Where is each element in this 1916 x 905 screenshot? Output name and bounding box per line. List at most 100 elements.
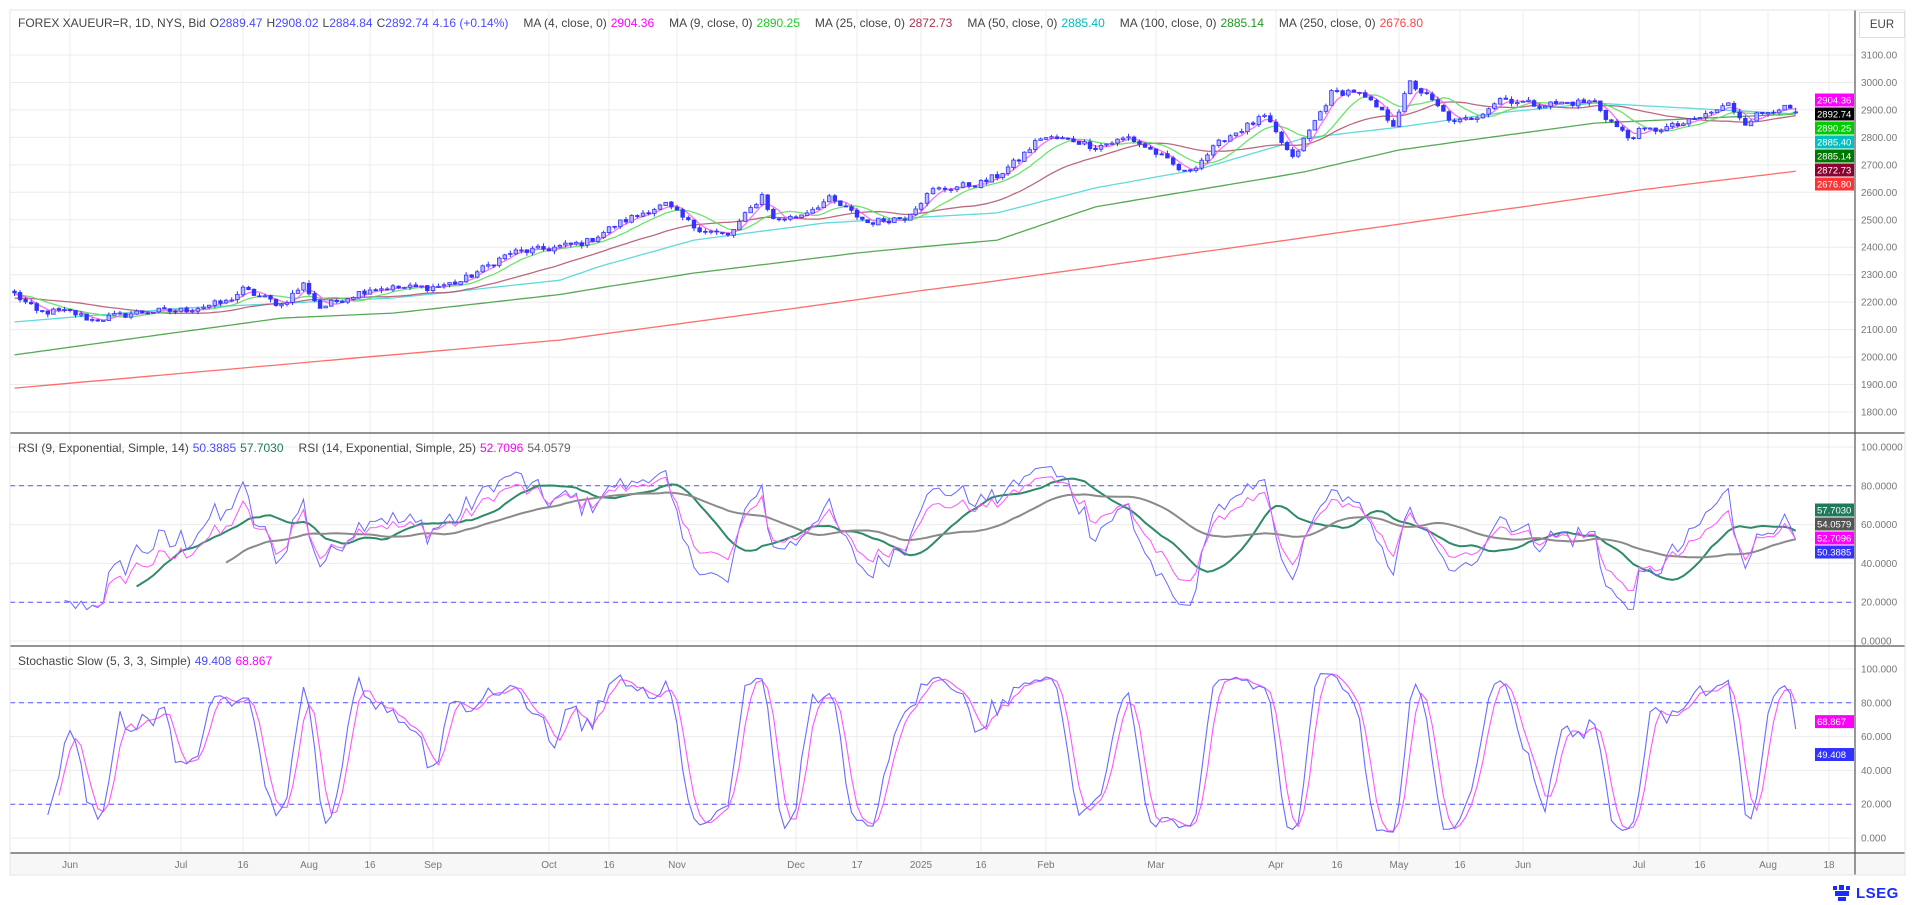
candle[interactable] xyxy=(1697,116,1703,119)
candle[interactable] xyxy=(1603,109,1609,123)
candle[interactable] xyxy=(972,185,978,188)
candle[interactable] xyxy=(1598,100,1603,113)
candle[interactable] xyxy=(1131,135,1137,143)
candle[interactable] xyxy=(1748,119,1754,127)
candle[interactable] xyxy=(1520,100,1526,103)
candle[interactable] xyxy=(240,285,246,298)
candle[interactable] xyxy=(1703,110,1708,120)
candle[interactable] xyxy=(1233,132,1239,138)
candle[interactable] xyxy=(1126,133,1131,141)
candle[interactable] xyxy=(1537,103,1542,110)
candle[interactable] xyxy=(1457,117,1463,124)
candle[interactable] xyxy=(574,240,579,246)
candle[interactable] xyxy=(1137,139,1142,148)
candle[interactable] xyxy=(1065,137,1071,141)
candle[interactable] xyxy=(173,309,178,315)
candle[interactable] xyxy=(1620,125,1625,133)
candle[interactable] xyxy=(1216,138,1222,148)
candle[interactable] xyxy=(552,244,557,255)
candle[interactable] xyxy=(1731,100,1737,115)
candle[interactable] xyxy=(1614,119,1620,128)
candle[interactable] xyxy=(870,222,876,227)
candle[interactable] xyxy=(1720,103,1725,111)
candle[interactable] xyxy=(78,310,84,318)
candle[interactable] xyxy=(212,299,218,309)
candle[interactable] xyxy=(1043,137,1049,140)
candle[interactable] xyxy=(1435,96,1441,108)
candle[interactable] xyxy=(804,209,810,216)
candle[interactable] xyxy=(1469,116,1474,121)
candle[interactable] xyxy=(167,308,173,315)
candle[interactable] xyxy=(1038,137,1043,141)
candle[interactable] xyxy=(1497,97,1503,105)
candle[interactable] xyxy=(1653,127,1658,135)
candle[interactable] xyxy=(1446,110,1452,123)
candle[interactable] xyxy=(1726,102,1731,107)
candle[interactable] xyxy=(810,207,815,214)
candle[interactable] xyxy=(1631,136,1636,140)
candle[interactable] xyxy=(1334,87,1340,93)
candle[interactable] xyxy=(697,225,702,234)
candle[interactable] xyxy=(1022,151,1027,162)
candle[interactable] xyxy=(1170,155,1176,167)
candle[interactable] xyxy=(436,283,441,288)
candle[interactable] xyxy=(480,264,485,273)
candle[interactable] xyxy=(73,310,78,318)
candle[interactable] xyxy=(95,318,100,322)
candle[interactable] xyxy=(546,246,552,252)
candle[interactable] xyxy=(1396,109,1402,128)
candle[interactable] xyxy=(34,301,39,314)
candle[interactable] xyxy=(139,310,145,314)
candle[interactable] xyxy=(502,253,508,261)
candle[interactable] xyxy=(725,232,731,237)
candle[interactable] xyxy=(447,282,452,288)
candle[interactable] xyxy=(680,207,685,221)
candle[interactable] xyxy=(486,261,491,269)
candle[interactable] xyxy=(101,319,106,322)
candle[interactable] xyxy=(849,204,854,213)
candle[interactable] xyxy=(223,298,229,305)
candle[interactable] xyxy=(235,291,240,303)
candle[interactable] xyxy=(686,215,691,222)
candle[interactable] xyxy=(128,311,134,320)
candle[interactable] xyxy=(519,246,524,254)
candle[interactable] xyxy=(1329,89,1334,106)
candle[interactable] xyxy=(273,298,279,307)
candle[interactable] xyxy=(1743,115,1748,126)
candle[interactable] xyxy=(1576,98,1581,109)
candle[interactable] xyxy=(1760,112,1765,115)
candle[interactable] xyxy=(356,291,362,300)
candle[interactable] xyxy=(918,202,924,212)
candle[interactable] xyxy=(601,230,606,240)
candle[interactable] xyxy=(1284,140,1290,151)
candle[interactable] xyxy=(618,219,623,229)
candle[interactable] xyxy=(334,298,339,304)
candle[interactable] xyxy=(67,308,73,313)
candle[interactable] xyxy=(508,250,513,258)
candle[interactable] xyxy=(843,203,849,208)
candle[interactable] xyxy=(1368,95,1374,102)
candle[interactable] xyxy=(854,207,860,221)
candle[interactable] xyxy=(474,269,480,279)
candle[interactable] xyxy=(1082,139,1087,146)
candle[interactable] xyxy=(838,200,843,207)
candle[interactable] xyxy=(1658,128,1664,134)
candle[interactable] xyxy=(1250,121,1256,127)
candle[interactable] xyxy=(1664,123,1669,132)
candle[interactable] xyxy=(860,216,865,222)
candle[interactable] xyxy=(748,205,753,214)
candle[interactable] xyxy=(134,309,139,315)
candle[interactable] xyxy=(720,232,725,235)
candle[interactable] xyxy=(908,213,913,221)
candle[interactable] xyxy=(1670,121,1675,129)
candle[interactable] xyxy=(703,228,708,235)
candle[interactable] xyxy=(1452,118,1457,125)
candle[interactable] xyxy=(714,228,719,235)
candle[interactable] xyxy=(1188,169,1193,173)
candle[interactable] xyxy=(557,244,563,249)
candle[interactable] xyxy=(590,237,595,243)
candle[interactable] xyxy=(989,174,995,183)
candle[interactable] xyxy=(1159,151,1164,156)
candle[interactable] xyxy=(1268,112,1273,123)
